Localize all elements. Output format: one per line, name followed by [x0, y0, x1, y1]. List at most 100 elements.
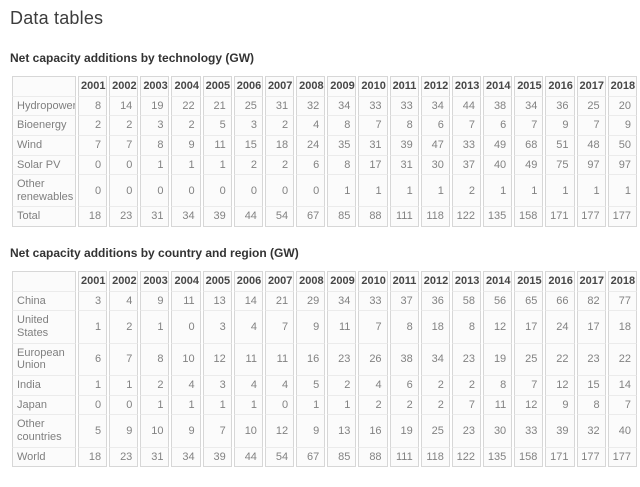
value-cell: 0 [109, 175, 139, 208]
row-label: Wind [12, 135, 76, 156]
year-header: 2007 [264, 76, 295, 97]
value-cell: 1 [202, 395, 232, 416]
value-cell: 19 [140, 96, 170, 117]
value-cell: 44 [233, 447, 263, 468]
value-cell: 32 [576, 415, 606, 448]
table-row: China 3 4 9 11 13 14 21 29 34 33 37 36 58 56 65 66 82 77 [12, 291, 637, 312]
value-cell: 1 [140, 155, 170, 176]
value-cell: 9 [171, 135, 201, 156]
value-cell: 2 [420, 375, 450, 396]
value-cell: 3 [78, 291, 108, 312]
value-cell: 33 [514, 415, 544, 448]
value-cell: 37 [451, 155, 482, 176]
row-label: Solar PV [12, 155, 76, 176]
value-cell: 31 [140, 207, 170, 228]
value-cell: 39 [545, 415, 575, 448]
value-cell: 22 [171, 96, 201, 117]
value-cell: 0 [109, 155, 139, 176]
value-cell: 8 [327, 116, 357, 136]
value-cell: 51 [545, 135, 575, 156]
year-header: 2010 [358, 76, 388, 97]
value-cell: 39 [202, 207, 232, 228]
table-row: Total 18 23 31 34 39 44 54 67 85 88 111 118 122 135 158… [12, 207, 637, 228]
value-cell: 6 [420, 116, 450, 136]
value-cell: 3 [233, 116, 263, 136]
value-cell: 77 [607, 291, 637, 312]
value-cell: 12 [545, 375, 575, 396]
year-header: 2015 [514, 271, 544, 292]
value-cell: 17 [514, 311, 544, 344]
value-cell: 1 [78, 311, 108, 344]
value-cell: 7 [576, 116, 606, 136]
value-cell: 13 [202, 291, 232, 312]
value-cell: 82 [576, 291, 606, 312]
country-table-section: Net capacity additions by country and re… [10, 246, 637, 468]
value-cell: 26 [358, 343, 388, 376]
value-cell: 25 [576, 96, 606, 117]
value-cell: 2 [451, 175, 482, 208]
value-cell: 68 [514, 135, 544, 156]
value-cell: 0 [296, 175, 326, 208]
year-header: 2005 [202, 76, 232, 97]
value-cell: 9 [607, 116, 637, 136]
value-cell: 7 [358, 311, 388, 344]
year-header: 2016 [545, 271, 575, 292]
row-label: China [12, 291, 76, 312]
row-label: Bioenergy [12, 116, 76, 136]
year-header: 2012 [420, 271, 450, 292]
value-cell: 1 [233, 395, 263, 416]
year-header: 2017 [576, 271, 606, 292]
year-header-row: 2001 2002 2003 2004 2005 2006 2007 2008 2009 2010… [12, 271, 637, 292]
year-header: 2004 [171, 76, 201, 97]
value-cell: 14 [233, 291, 263, 312]
value-cell: 1 [483, 175, 513, 208]
value-cell: 97 [607, 155, 637, 176]
value-cell: 25 [420, 415, 450, 448]
year-header: 2008 [296, 271, 326, 292]
year-header: 2002 [109, 271, 139, 292]
value-cell: 9 [109, 415, 139, 448]
value-cell: 25 [514, 343, 544, 376]
value-cell: 6 [389, 375, 419, 396]
value-cell: 49 [514, 155, 544, 176]
value-cell: 4 [171, 375, 201, 396]
value-cell: 44 [233, 207, 263, 228]
value-cell: 17 [358, 155, 388, 176]
year-header: 2010 [358, 271, 388, 292]
value-cell: 13 [327, 415, 357, 448]
value-cell: 10 [140, 415, 170, 448]
value-cell: 3 [202, 311, 232, 344]
value-cell: 0 [202, 175, 232, 208]
year-header: 2011 [389, 271, 419, 292]
value-cell: 10 [171, 343, 201, 376]
value-cell: 97 [576, 155, 606, 176]
value-cell: 0 [264, 395, 295, 416]
year-header: 2016 [545, 76, 575, 97]
value-cell: 12 [483, 311, 513, 344]
value-cell: 171 [545, 207, 575, 228]
value-cell: 22 [607, 343, 637, 376]
value-cell: 30 [420, 155, 450, 176]
value-cell: 1 [514, 175, 544, 208]
year-header: 2001 [78, 76, 108, 97]
row-label: Japan [12, 395, 76, 416]
value-cell: 1 [202, 155, 232, 176]
value-cell: 40 [607, 415, 637, 448]
year-header: 2011 [389, 76, 419, 97]
value-cell: 18 [420, 311, 450, 344]
value-cell: 12 [202, 343, 232, 376]
value-cell: 1 [171, 155, 201, 176]
table-row: World 18 23 31 34 39 44 54 67 85 88 111 118 122 135 158… [12, 447, 637, 468]
value-cell: 2 [233, 155, 263, 176]
value-cell: 33 [358, 291, 388, 312]
value-cell: 12 [514, 395, 544, 416]
table-row: Solar PV 0 0 1 1 1 2 2 6 8 17 31 30 37 40 49 75 97 97 [12, 155, 637, 176]
value-cell: 18 [607, 311, 637, 344]
value-cell: 7 [109, 343, 139, 376]
value-cell: 1 [545, 175, 575, 208]
value-cell: 23 [109, 447, 139, 468]
value-cell: 2 [420, 395, 450, 416]
value-cell: 31 [389, 155, 419, 176]
value-cell: 8 [451, 311, 482, 344]
technology-table-heading: Net capacity additions by technology (GW… [10, 51, 255, 65]
